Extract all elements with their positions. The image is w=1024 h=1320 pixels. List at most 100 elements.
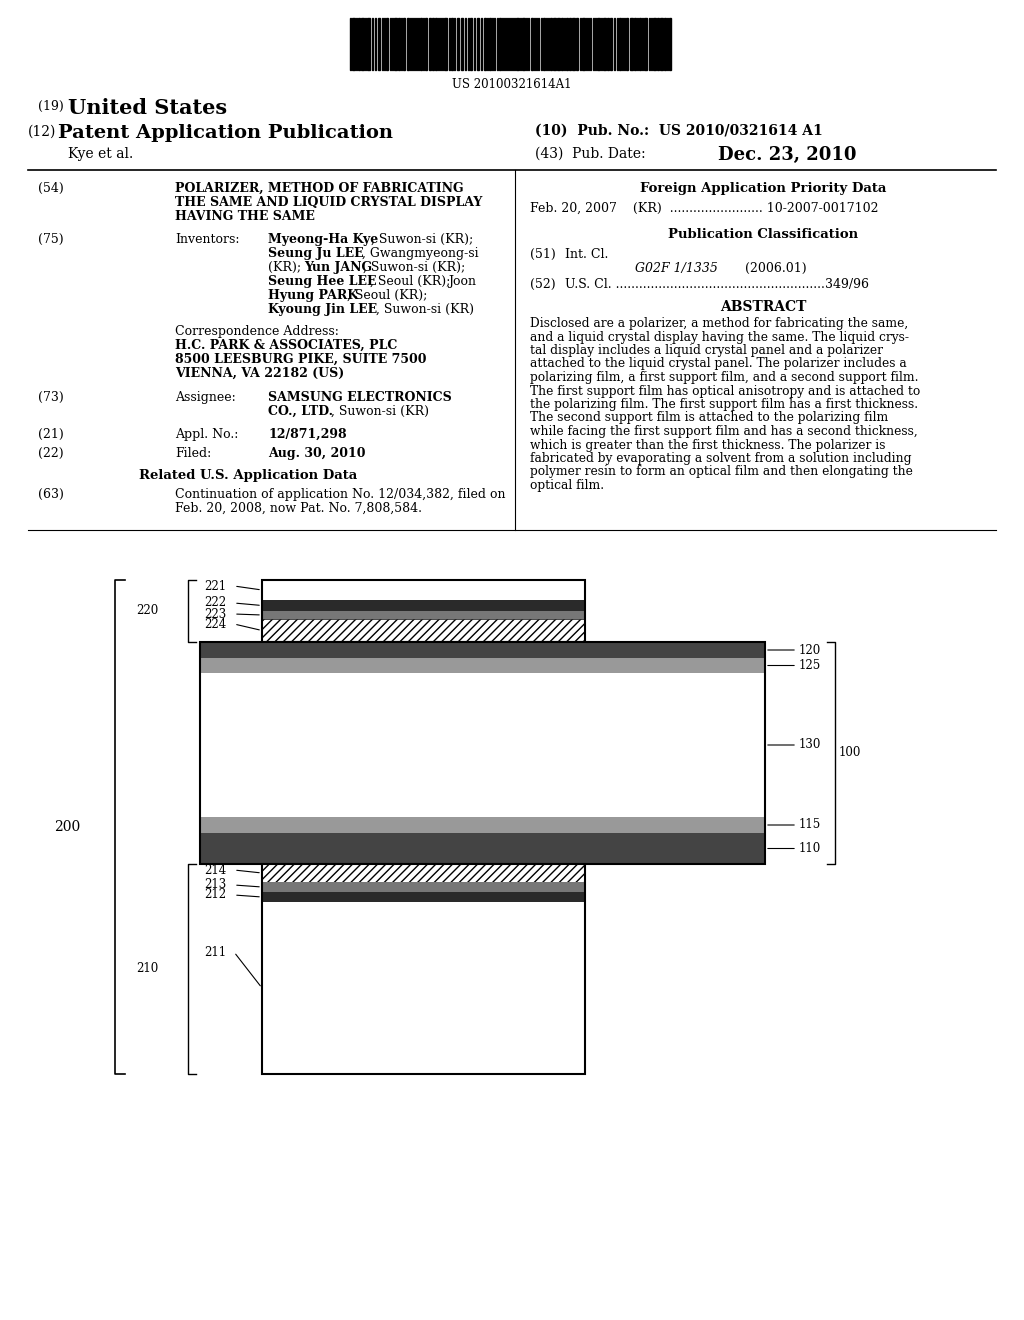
- Text: Filed:: Filed:: [175, 447, 211, 459]
- Text: (63): (63): [38, 488, 63, 502]
- Text: (51): (51): [530, 248, 556, 261]
- Text: , Seoul (KR);: , Seoul (KR);: [347, 289, 427, 302]
- Text: (43)  Pub. Date:: (43) Pub. Date:: [535, 147, 645, 161]
- Bar: [352, 18, 355, 70]
- Text: THE SAME AND LIQUID CRYSTAL DISPLAY: THE SAME AND LIQUID CRYSTAL DISPLAY: [175, 195, 482, 209]
- Bar: [553, 18, 556, 70]
- Bar: [489, 18, 490, 70]
- Text: which is greater than the first thickness. The polarizer is: which is greater than the first thicknes…: [530, 438, 886, 451]
- Bar: [262, 611, 585, 619]
- Bar: [561, 18, 563, 70]
- Text: (22): (22): [38, 447, 63, 459]
- Bar: [451, 18, 453, 70]
- Text: 110: 110: [799, 842, 821, 855]
- Text: the polarizing film. The first support film has a first thickness.: the polarizing film. The first support f…: [530, 399, 919, 411]
- Bar: [425, 18, 427, 70]
- Text: (KR);: (KR);: [268, 261, 301, 275]
- Text: POLARIZER, METHOD OF FABRICATING: POLARIZER, METHOD OF FABRICATING: [175, 182, 464, 195]
- Text: tal display includes a liquid crystal panel and a polarizer: tal display includes a liquid crystal pa…: [530, 345, 883, 356]
- Bar: [420, 18, 422, 70]
- Text: Related U.S. Application Data: Related U.S. Application Data: [139, 469, 357, 482]
- Text: Disclosed are a polarizer, a method for fabricating the same,: Disclosed are a polarizer, a method for …: [530, 317, 908, 330]
- Bar: [200, 833, 765, 865]
- Bar: [644, 18, 647, 70]
- Bar: [444, 18, 447, 70]
- Text: 223: 223: [204, 607, 226, 620]
- Text: Feb. 20, 2007    (KR)  ........................ 10-2007-0017102: Feb. 20, 2007 (KR) .....................…: [530, 202, 879, 215]
- Text: fabricated by evaporating a solvent from a solution including: fabricated by evaporating a solvent from…: [530, 451, 911, 465]
- Text: polarizing film, a first support film, and a second support film.: polarizing film, a first support film, a…: [530, 371, 919, 384]
- Bar: [403, 18, 406, 70]
- Bar: [262, 619, 585, 642]
- Text: 125: 125: [799, 659, 821, 672]
- Text: Publication Classification: Publication Classification: [668, 228, 858, 242]
- Bar: [262, 882, 585, 892]
- Text: 224: 224: [204, 618, 226, 631]
- Bar: [407, 18, 409, 70]
- Bar: [435, 18, 437, 70]
- Text: (75): (75): [38, 234, 63, 246]
- Bar: [358, 18, 360, 70]
- Text: 200: 200: [53, 820, 80, 834]
- Text: (2006.01): (2006.01): [745, 261, 807, 275]
- Text: 115: 115: [799, 818, 821, 832]
- Text: (10)  Pub. No.:  US 2010/0321614 A1: (10) Pub. No.: US 2010/0321614 A1: [535, 124, 822, 139]
- Bar: [262, 579, 585, 642]
- Text: (12): (12): [28, 125, 56, 139]
- Bar: [457, 18, 459, 70]
- Bar: [575, 18, 578, 70]
- Text: attached to the liquid crystal panel. The polarizer includes a: attached to the liquid crystal panel. Th…: [530, 358, 906, 371]
- Text: Dec. 23, 2010: Dec. 23, 2010: [718, 147, 856, 164]
- Text: (54): (54): [38, 182, 63, 195]
- Bar: [394, 18, 397, 70]
- Bar: [582, 18, 585, 70]
- Text: The first support film has optical anisotropy and is attached to: The first support film has optical aniso…: [530, 384, 921, 397]
- Text: polymer resin to form an optical film and then elongating the: polymer resin to form an optical film an…: [530, 466, 912, 479]
- Text: , Suwon-si (KR): , Suwon-si (KR): [331, 405, 429, 418]
- Bar: [499, 18, 501, 70]
- Text: optical film.: optical film.: [530, 479, 604, 492]
- Text: Seung Hee LEE: Seung Hee LEE: [268, 275, 377, 288]
- Text: SAMSUNG ELECTRONICS: SAMSUNG ELECTRONICS: [268, 391, 452, 404]
- Bar: [200, 642, 765, 865]
- Text: Kye et al.: Kye et al.: [68, 147, 133, 161]
- Text: Kyoung Jin LEE: Kyoung Jin LEE: [268, 304, 377, 315]
- Text: Feb. 20, 2008, now Pat. No. 7,808,584.: Feb. 20, 2008, now Pat. No. 7,808,584.: [175, 502, 422, 515]
- Bar: [262, 892, 585, 902]
- Bar: [378, 18, 380, 70]
- Bar: [429, 18, 431, 70]
- Text: Seung Ju LEE: Seung Ju LEE: [268, 247, 364, 260]
- Bar: [550, 18, 552, 70]
- Text: 8500 LEESBURG PIKE, SUITE 7500: 8500 LEESBURG PIKE, SUITE 7500: [175, 352, 427, 366]
- Text: CO., LTD.: CO., LTD.: [268, 405, 333, 418]
- Bar: [522, 18, 525, 70]
- Bar: [664, 18, 666, 70]
- Bar: [398, 18, 400, 70]
- Text: Foreign Application Priority Data: Foreign Application Priority Data: [640, 182, 886, 195]
- Text: 220: 220: [136, 605, 158, 618]
- Text: Appl. No.:: Appl. No.:: [175, 428, 239, 441]
- Text: 130: 130: [799, 738, 821, 751]
- Bar: [361, 18, 364, 70]
- Text: , Suwon-si (KR);: , Suwon-si (KR);: [371, 234, 473, 246]
- Bar: [653, 18, 656, 70]
- Text: 100: 100: [839, 747, 861, 759]
- Bar: [669, 18, 671, 70]
- Text: Myeong-Ha Kye: Myeong-Ha Kye: [268, 234, 378, 246]
- Text: H.C. PARK & ASSOCIATES, PLC: H.C. PARK & ASSOCIATES, PLC: [175, 339, 397, 352]
- Bar: [597, 18, 600, 70]
- Bar: [461, 18, 463, 70]
- Bar: [569, 18, 571, 70]
- Bar: [516, 18, 519, 70]
- Text: United States: United States: [68, 98, 227, 117]
- Text: Assignee:: Assignee:: [175, 391, 236, 404]
- Text: 210: 210: [136, 962, 158, 975]
- Text: (73): (73): [38, 391, 63, 404]
- Text: VIENNA, VA 22182 (US): VIENNA, VA 22182 (US): [175, 367, 344, 380]
- Bar: [607, 18, 609, 70]
- Bar: [566, 18, 568, 70]
- Text: , Suwon-si (KR): , Suwon-si (KR): [376, 304, 474, 315]
- Bar: [262, 865, 585, 882]
- Text: 349/96: 349/96: [825, 279, 869, 290]
- Bar: [432, 18, 434, 70]
